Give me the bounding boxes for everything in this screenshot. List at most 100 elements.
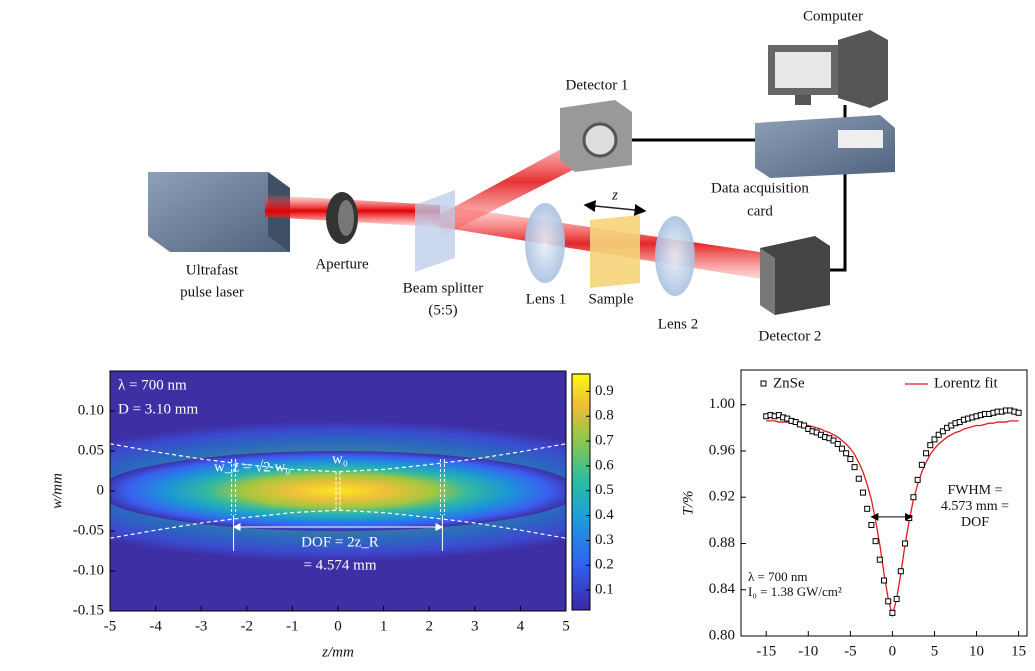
label: z: [611, 187, 618, 203]
colorbar: [571, 373, 591, 611]
annotation: I₀ = 1.38 GW/cm²: [748, 584, 842, 599]
y-tick-label: 0.96: [709, 442, 736, 458]
aperture-inner: [338, 200, 354, 236]
x-tick-label: -5: [104, 618, 117, 634]
y-axis-label: T/%: [680, 490, 696, 515]
data-point: [939, 428, 946, 435]
data-point: [897, 568, 904, 575]
x-tick-label: 5: [931, 643, 939, 659]
annotation: λ = 700 nm: [118, 377, 187, 393]
x-axis-label: z/mm: [867, 669, 900, 671]
label: card: [747, 203, 773, 219]
data-point: [881, 577, 887, 584]
y-tick-label: -0.05: [73, 522, 104, 538]
colorbar-tick-label: 0.1: [595, 582, 614, 598]
label: Data acquisition: [711, 180, 809, 196]
label: (5:5): [428, 302, 457, 318]
detector-window: [582, 122, 618, 158]
x-tick-label: 4: [517, 618, 525, 634]
legend-label: Lorentz fit: [934, 375, 999, 391]
y-tick-label: 0.80: [709, 627, 735, 643]
y-tick-label: 0.10: [78, 402, 104, 418]
x-tick-label: -3: [195, 618, 208, 634]
label: Sample: [589, 291, 634, 307]
y-tick-label: 0.88: [709, 535, 735, 551]
beam-splitter: [415, 190, 455, 272]
laser: [148, 172, 290, 252]
beam-edge: [110, 443, 566, 473]
label: Detector 1: [566, 77, 629, 93]
label: Lens 2: [658, 316, 698, 332]
daq-slot: [838, 130, 883, 148]
x-tick-label: 0: [334, 618, 342, 634]
x-tick-label: 0: [889, 643, 897, 659]
colorbar-tick-label: 0.9: [595, 383, 614, 399]
annotation: FWHM =: [948, 483, 1003, 498]
data-point: [859, 489, 866, 496]
colorbar-tick-label: 0.4: [595, 507, 614, 523]
y-tick-label: 1.00: [709, 396, 735, 412]
screen: [775, 52, 831, 88]
y-tick-label: 0.84: [709, 581, 736, 597]
data-point: [918, 461, 925, 468]
data-point: [914, 476, 921, 483]
label: Ultrafast: [186, 262, 239, 278]
data-point: [935, 431, 942, 438]
annotation: λ = 700 nm: [748, 569, 808, 584]
x-tick-label: -2: [241, 618, 254, 634]
data-point: [910, 494, 917, 501]
x-tick-label: 10: [969, 643, 984, 659]
x-tick-label: 5: [562, 618, 570, 634]
data-point: [893, 595, 900, 602]
monitor-stand: [795, 95, 811, 105]
setup-diagram: Computer Detector 1 Data acquisition car…: [148, 8, 895, 344]
y-tick-label: 0: [97, 482, 105, 498]
data-point: [931, 436, 938, 443]
y-tick-label: 0.92: [709, 489, 735, 505]
colorbar-tick-label: 0.6: [595, 457, 614, 473]
data-point: [864, 505, 871, 512]
legend-marker: [760, 380, 767, 387]
label: Aperture: [315, 256, 369, 272]
detector: [760, 236, 830, 315]
heatmap-field: [110, 371, 566, 611]
x-tick-label: -4: [149, 618, 162, 634]
data-point: [843, 450, 850, 457]
annotation: w₀: [332, 451, 348, 467]
label: Computer: [803, 8, 863, 24]
x-tick-label: -1: [286, 618, 299, 634]
annotation: DOF = 2z_R: [301, 534, 379, 550]
wire: [630, 105, 847, 272]
x-tick-label: -15: [756, 643, 776, 659]
y-axis-label: w/mm: [49, 473, 65, 509]
label: Lens 1: [526, 291, 566, 307]
annotation: w_z = √2 w₀: [214, 459, 291, 475]
colorbar-tick-label: 0.2: [595, 557, 614, 573]
annotation: = 4.574 mm: [303, 557, 376, 573]
y-tick-label: -0.10: [73, 562, 104, 578]
data-point: [830, 437, 837, 444]
data-point: [923, 450, 930, 457]
computer-tower: [838, 30, 888, 108]
data-point: [889, 609, 896, 616]
x-tick-label: -10: [798, 643, 818, 659]
data-point: [906, 515, 913, 522]
colorbar-tick-label: 0.8: [595, 408, 614, 424]
annotation: DOF: [961, 515, 989, 530]
colorbar-tick-label: 0.5: [595, 482, 614, 498]
label: pulse laser: [180, 284, 244, 300]
data-point: [885, 598, 892, 605]
colorbar-tick-label: 0.7: [595, 433, 614, 449]
y-tick-label: -0.15: [73, 602, 104, 618]
plot-frame: [740, 369, 1028, 637]
data-point: [868, 521, 875, 528]
x-axis-label: z/mm: [321, 644, 354, 660]
sample: [590, 215, 640, 288]
label: Detector 2: [759, 328, 822, 344]
x-tick-label: 2: [425, 618, 433, 634]
lens: [525, 203, 565, 283]
data-point: [876, 556, 883, 563]
lens: [655, 216, 695, 296]
legend-label: ZnSe: [773, 375, 805, 391]
label: Beam splitter: [403, 280, 483, 296]
